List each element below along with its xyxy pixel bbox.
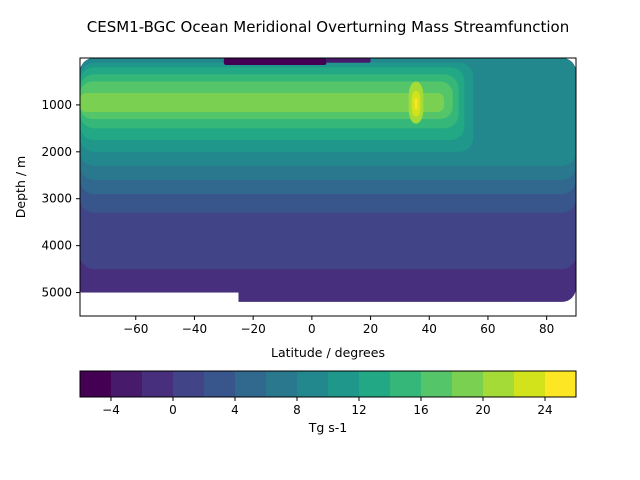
colorbar-segment xyxy=(359,371,390,397)
colorbar-label: Tg s-1 xyxy=(308,420,348,435)
x-tick-label: 40 xyxy=(422,322,437,336)
x-axis: −60 −40 −20 0 20 40 60 80 xyxy=(123,316,554,336)
colorbar-frame xyxy=(79,370,577,398)
x-tick-label: 60 xyxy=(480,322,495,336)
x-tick-label: 0 xyxy=(308,322,316,336)
colorbar-ticks: −4 0 4 8 12 16 20 24 xyxy=(102,397,553,417)
contour-region xyxy=(223,58,327,66)
colorbar-tick-label: 20 xyxy=(475,403,490,417)
colorbar-segment xyxy=(421,371,452,397)
contour-region xyxy=(414,97,418,110)
colorbar xyxy=(80,371,576,397)
y-axis: 1000 2000 3000 4000 5000 xyxy=(41,98,80,300)
colorbar-tick-label: 0 xyxy=(169,403,177,417)
y-tick-label: 3000 xyxy=(41,192,72,206)
colorbar-tick-label: −4 xyxy=(102,403,120,417)
contour-region xyxy=(326,58,371,63)
colorbar-segment xyxy=(266,371,297,397)
colorbar-segment xyxy=(111,371,142,397)
colorbar-segment xyxy=(483,371,514,397)
colorbar-segment xyxy=(173,371,204,397)
colorbar-segment xyxy=(235,371,266,397)
contour-region xyxy=(80,93,444,112)
colorbar-segment xyxy=(328,371,359,397)
colorbar-tick-label: 12 xyxy=(351,403,366,417)
plot-area xyxy=(80,58,576,316)
colorbar-segment xyxy=(452,371,483,397)
x-tick-label: −40 xyxy=(182,322,207,336)
land-mask xyxy=(80,292,239,316)
y-tick-label: 1000 xyxy=(41,98,72,112)
colorbar-segment xyxy=(142,371,173,397)
colorbar-tick-label: 16 xyxy=(413,403,428,417)
x-tick-label: 80 xyxy=(539,322,554,336)
colorbar-tick-label: 24 xyxy=(537,403,552,417)
x-tick-label: −60 xyxy=(123,322,148,336)
colorbar-tick-label: 8 xyxy=(293,403,301,417)
y-tick-label: 2000 xyxy=(41,145,72,159)
land-mask xyxy=(238,303,576,316)
colorbar-segment xyxy=(297,371,328,397)
colorbar-segment xyxy=(80,371,111,397)
x-tick-label: 20 xyxy=(363,322,378,336)
colorbar-segment xyxy=(514,371,545,397)
y-tick-label: 4000 xyxy=(41,239,72,253)
y-tick-label: 5000 xyxy=(41,286,72,300)
x-axis-label: Latitude / degrees xyxy=(271,345,385,360)
colorbar-segment xyxy=(390,371,421,397)
colorbar-segment xyxy=(204,371,235,397)
y-axis-label: Depth / m xyxy=(13,156,28,218)
chart-title: CESM1-BGC Ocean Meridional Overturning M… xyxy=(87,18,569,36)
plot-frame xyxy=(79,57,577,317)
x-tick-label: −20 xyxy=(240,322,265,336)
colorbar-segment xyxy=(545,371,576,397)
colorbar-tick-label: 4 xyxy=(231,403,239,417)
